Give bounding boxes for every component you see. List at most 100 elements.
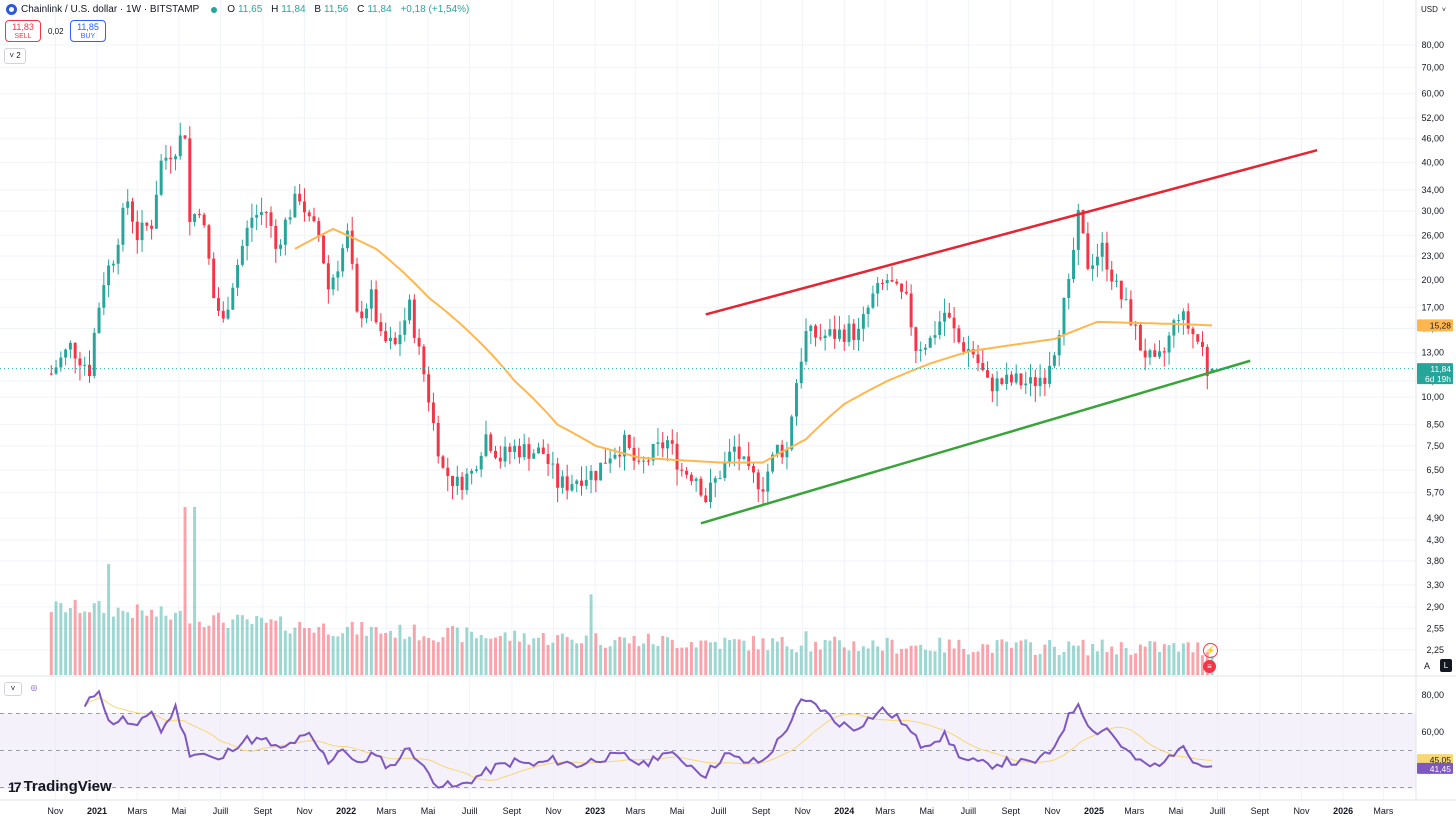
candle-body[interactable] bbox=[599, 462, 603, 481]
candle-body[interactable] bbox=[1029, 377, 1033, 384]
candle-body[interactable] bbox=[226, 309, 230, 319]
candle-body[interactable] bbox=[1134, 324, 1138, 326]
candle-body[interactable] bbox=[1129, 299, 1133, 325]
candle-body[interactable] bbox=[1100, 242, 1104, 257]
candle-body[interactable] bbox=[1143, 350, 1147, 358]
candle-body[interactable] bbox=[360, 311, 364, 319]
candle-body[interactable] bbox=[857, 328, 861, 340]
candle-body[interactable] bbox=[828, 329, 832, 336]
candle-body[interactable] bbox=[976, 354, 980, 364]
candle-body[interactable] bbox=[766, 471, 770, 492]
candle-body[interactable] bbox=[207, 225, 211, 259]
candle-body[interactable] bbox=[1158, 351, 1161, 357]
candle-body[interactable] bbox=[594, 470, 598, 481]
us-flag-icon[interactable]: ≡ bbox=[1203, 660, 1216, 673]
candle-body[interactable] bbox=[1076, 210, 1080, 250]
candle-body[interactable] bbox=[489, 434, 493, 451]
candle-body[interactable] bbox=[83, 364, 87, 366]
candle-body[interactable] bbox=[374, 289, 378, 323]
candle-body[interactable] bbox=[503, 446, 507, 462]
candle-body[interactable] bbox=[885, 280, 889, 284]
candle-body[interactable] bbox=[532, 453, 536, 459]
candle-body[interactable] bbox=[54, 367, 58, 374]
candle-body[interactable] bbox=[1110, 269, 1114, 282]
candle-body[interactable] bbox=[565, 476, 569, 491]
candle-body[interactable] bbox=[403, 320, 407, 335]
candle-body[interactable] bbox=[216, 298, 220, 311]
candle-body[interactable] bbox=[747, 456, 751, 467]
candle-body[interactable] bbox=[962, 342, 966, 352]
candle-body[interactable] bbox=[365, 308, 369, 319]
candle-body[interactable] bbox=[756, 472, 760, 490]
candle-body[interactable] bbox=[966, 349, 970, 352]
candle-body[interactable] bbox=[618, 454, 622, 457]
candle-body[interactable] bbox=[427, 374, 431, 403]
candle-body[interactable] bbox=[1024, 383, 1028, 386]
candle-body[interactable] bbox=[111, 263, 115, 266]
candle-body[interactable] bbox=[689, 474, 693, 481]
candle-body[interactable] bbox=[336, 271, 340, 278]
candle-body[interactable] bbox=[1167, 335, 1171, 353]
tradingview-logo[interactable]: 17 TradingView bbox=[8, 778, 112, 795]
candle-body[interactable] bbox=[1105, 242, 1109, 270]
candle-body[interactable] bbox=[556, 463, 560, 488]
candle-body[interactable] bbox=[135, 221, 139, 241]
candle-body[interactable] bbox=[455, 476, 459, 486]
candle-body[interactable] bbox=[154, 194, 158, 229]
candle-body[interactable] bbox=[804, 331, 808, 362]
candle-body[interactable] bbox=[202, 214, 206, 226]
candle-body[interactable] bbox=[541, 447, 545, 454]
candle-body[interactable] bbox=[771, 454, 775, 472]
currency-selector[interactable]: USD ˅ bbox=[1421, 5, 1446, 14]
candle-body[interactable] bbox=[345, 230, 349, 249]
candle-body[interactable] bbox=[785, 449, 789, 458]
candle-body[interactable] bbox=[928, 337, 932, 348]
time-axis[interactable]: Nov 2021 Mars Mai Juill Sept Nov 2022 Mars Mai Jui… bbox=[47, 806, 1393, 816]
candle-body[interactable] bbox=[751, 466, 755, 473]
candle-body[interactable] bbox=[675, 443, 679, 470]
candle-body[interactable] bbox=[1091, 265, 1095, 269]
candle-body[interactable] bbox=[704, 495, 708, 502]
candle-body[interactable] bbox=[656, 442, 660, 444]
candle-body[interactable] bbox=[723, 461, 727, 478]
candle-body[interactable] bbox=[1009, 374, 1013, 383]
candle-body[interactable] bbox=[742, 456, 746, 459]
candle-body[interactable] bbox=[880, 283, 884, 285]
candle-body[interactable] bbox=[527, 444, 531, 459]
candle-body[interactable] bbox=[546, 453, 550, 464]
candle-body[interactable] bbox=[732, 446, 736, 452]
candle-body[interactable] bbox=[895, 281, 899, 284]
candle-body[interactable] bbox=[274, 225, 278, 249]
candle-body[interactable] bbox=[64, 349, 68, 358]
candle-body[interactable] bbox=[212, 258, 216, 299]
candle-body[interactable] bbox=[642, 460, 646, 462]
candle-body[interactable] bbox=[584, 479, 588, 486]
candle-body[interactable] bbox=[322, 235, 326, 264]
bolt-icon[interactable]: ⚡ bbox=[1203, 643, 1218, 658]
trendlines[interactable] bbox=[700, 148, 1318, 525]
candle-body[interactable] bbox=[312, 216, 316, 222]
candle-body[interactable] bbox=[140, 222, 144, 241]
candle-body[interactable] bbox=[1181, 311, 1185, 320]
candle-body[interactable] bbox=[1081, 210, 1085, 234]
candle-body[interactable] bbox=[92, 332, 96, 376]
candle-body[interactable] bbox=[126, 201, 130, 208]
candle-body[interactable] bbox=[164, 157, 168, 161]
candle-body[interactable] bbox=[914, 327, 918, 351]
candle-body[interactable] bbox=[661, 442, 665, 449]
candle-body[interactable] bbox=[646, 460, 650, 462]
candle-body[interactable] bbox=[350, 230, 354, 264]
candle-body[interactable] bbox=[331, 277, 335, 290]
candle-body[interactable] bbox=[1052, 355, 1056, 366]
candle-body[interactable] bbox=[178, 135, 182, 157]
candle-body[interactable] bbox=[1057, 335, 1061, 356]
candle-body[interactable] bbox=[627, 434, 631, 448]
candle-body[interactable] bbox=[608, 458, 612, 464]
candle-body[interactable] bbox=[876, 283, 880, 294]
candle-body[interactable] bbox=[73, 342, 77, 359]
candle-body[interactable] bbox=[68, 342, 72, 350]
candle-body[interactable] bbox=[537, 447, 540, 454]
candle-body[interactable] bbox=[412, 299, 416, 338]
candle-body[interactable] bbox=[990, 377, 994, 392]
